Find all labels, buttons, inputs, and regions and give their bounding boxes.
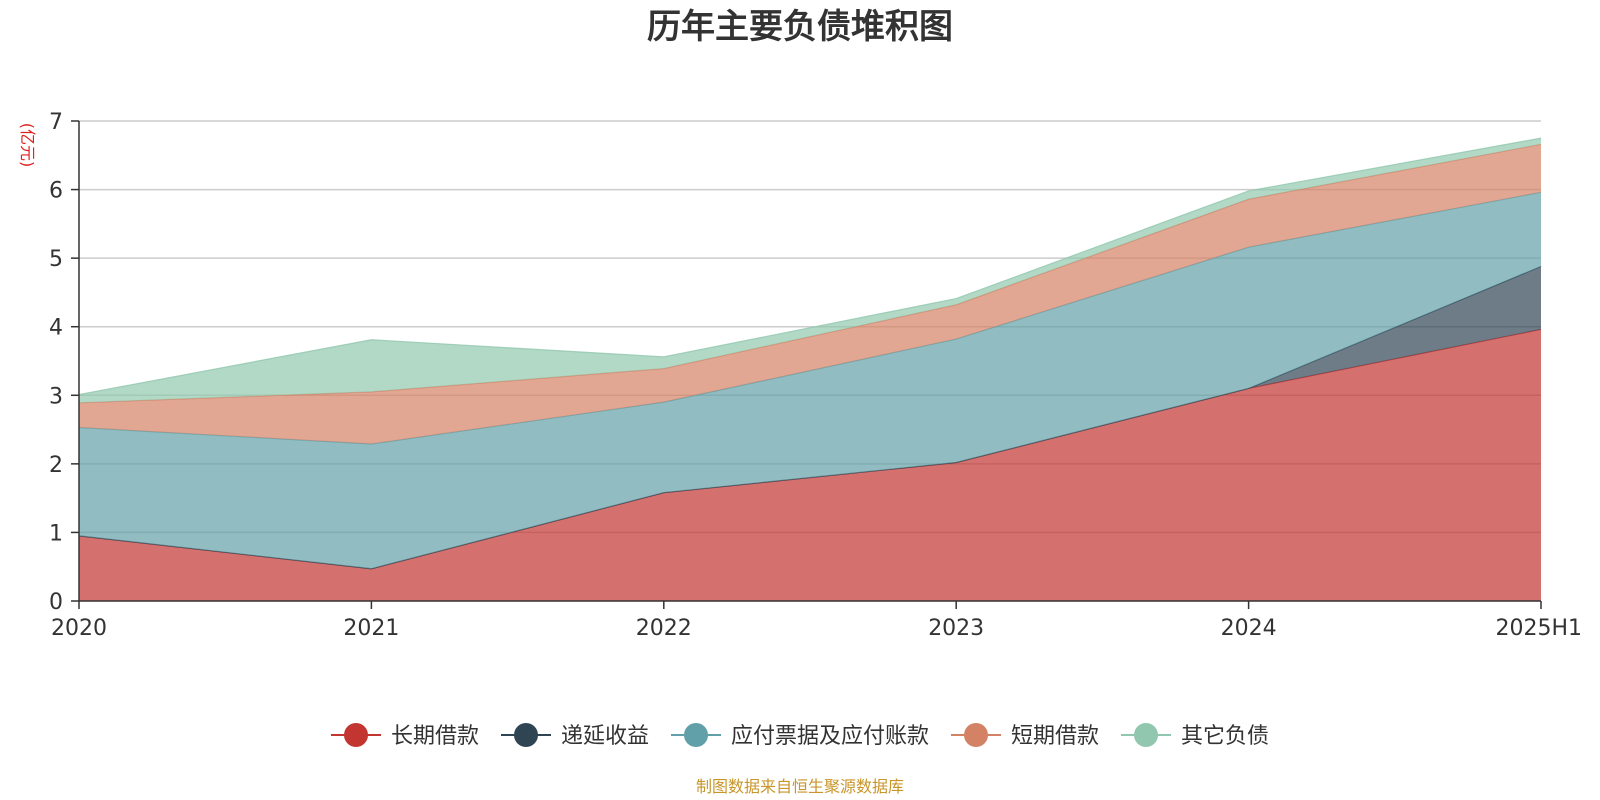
y-tick-label: 7 bbox=[49, 110, 63, 135]
area-series-1[interactable] bbox=[79, 329, 1541, 601]
legend-item-4[interactable]: 短期借款 bbox=[951, 723, 1099, 749]
legend-label: 短期借款 bbox=[1011, 724, 1099, 749]
legend[interactable]: 长期借款 递延收益 应付票据及应付账款 短期借款 其它负债 bbox=[330, 723, 1269, 749]
legend-label: 应付票据及应付账款 bbox=[731, 724, 929, 749]
x-tick-label: 2025H1 bbox=[1495, 616, 1582, 641]
legend-marker-icon bbox=[343, 723, 368, 747]
legend-item-3[interactable]: 应付票据及应付账款 bbox=[670, 723, 929, 749]
x-tick-label: 2022 bbox=[636, 616, 692, 641]
x-tick-label: 2023 bbox=[928, 616, 984, 641]
y-tick-label: 3 bbox=[49, 384, 63, 409]
data-source-note: 制图数据来自恒生聚源数据库 bbox=[696, 777, 904, 796]
axes: 0 1 2 3 4 5 6 7 2020 2021 2022 2023 2024 2025H1 bbox=[49, 110, 1582, 641]
area-series-3[interactable] bbox=[79, 192, 1541, 569]
y-axis-unit-label: (亿元) bbox=[18, 123, 37, 168]
legend-marker-icon bbox=[513, 723, 538, 747]
y-tick-label: 0 bbox=[49, 590, 63, 615]
x-tick-label: 2021 bbox=[343, 616, 399, 641]
y-tick-label: 5 bbox=[49, 247, 63, 272]
y-tick-label: 4 bbox=[49, 316, 63, 341]
legend-item-2[interactable]: 递延收益 bbox=[500, 723, 649, 749]
legend-label: 其它负债 bbox=[1181, 724, 1269, 749]
area-series-edge-5 bbox=[78, 137, 1542, 396]
legend-label: 递延收益 bbox=[561, 724, 649, 749]
legend-marker-icon bbox=[1134, 723, 1159, 747]
x-tick-label: 2020 bbox=[51, 616, 107, 641]
y-tick-label: 6 bbox=[49, 179, 63, 204]
legend-marker-icon bbox=[683, 723, 708, 747]
x-tick-label: 2024 bbox=[1221, 616, 1277, 641]
area-series-layer bbox=[78, 137, 1542, 601]
y-tick-label: 1 bbox=[49, 521, 63, 546]
chart-title: 历年主要负债堆积图 bbox=[647, 7, 953, 47]
legend-item-5[interactable]: 其它负债 bbox=[1121, 723, 1269, 749]
legend-item-1[interactable]: 长期借款 bbox=[330, 723, 479, 749]
legend-marker-icon bbox=[964, 723, 989, 747]
legend-label: 长期借款 bbox=[391, 724, 479, 749]
area-series-4[interactable] bbox=[79, 144, 1541, 444]
y-tick-label: 2 bbox=[49, 453, 63, 478]
